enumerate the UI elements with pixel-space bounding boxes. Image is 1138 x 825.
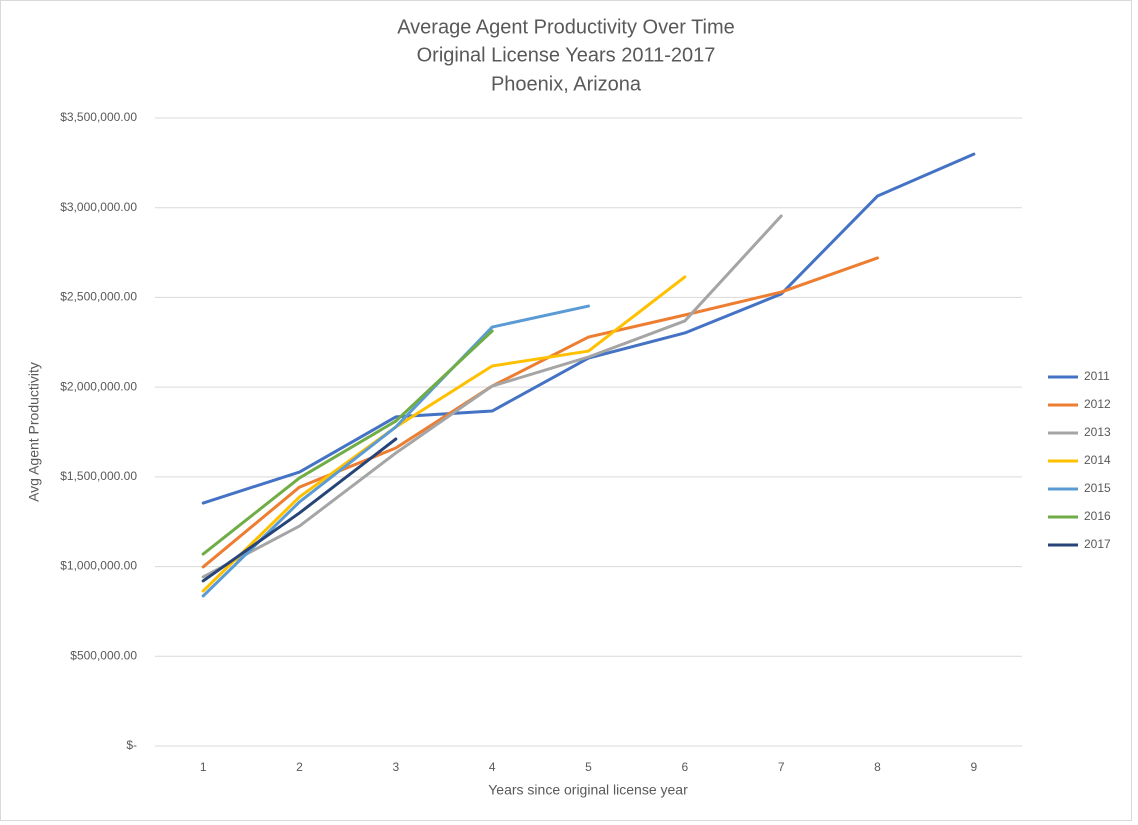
series-line xyxy=(201,329,494,556)
chart-title: Average Agent Productivity Over Time xyxy=(397,16,735,38)
x-tick-label: 2 xyxy=(296,760,303,774)
series-line xyxy=(201,256,879,569)
y-tick-label: $2,000,000.00 xyxy=(60,379,137,393)
series-line xyxy=(201,437,398,583)
chart-subtitle: Phoenix, Arizona xyxy=(491,73,642,95)
legend-label: 2017 xyxy=(1084,537,1111,551)
legend-label: 2012 xyxy=(1084,397,1111,411)
y-tick-label: $3,000,000.00 xyxy=(60,200,137,214)
x-tick-label: 1 xyxy=(200,760,207,774)
x-tick-label: 9 xyxy=(970,760,977,774)
series-line xyxy=(201,304,590,598)
y-tick-label: $- xyxy=(126,738,137,752)
x-tick-label: 3 xyxy=(392,760,399,774)
y-tick-label: $3,500,000.00 xyxy=(60,110,137,124)
legend-label: 2013 xyxy=(1084,425,1111,439)
x-tick-label: 5 xyxy=(585,760,592,774)
x-tick-label: 4 xyxy=(489,760,496,774)
legend-label: 2016 xyxy=(1084,509,1111,523)
series-line xyxy=(201,214,783,579)
x-tick-label: 6 xyxy=(681,760,688,774)
legend-label: 2014 xyxy=(1084,453,1111,467)
x-tick-label: 7 xyxy=(778,760,785,774)
series-line xyxy=(201,275,687,593)
x-axis-title: Years since original license year xyxy=(488,782,688,798)
chart-subtitle: Original License Years 2011-2017 xyxy=(417,44,716,66)
y-tick-label: $1,000,000.00 xyxy=(60,559,137,573)
y-tick-label: $1,500,000.00 xyxy=(60,469,137,483)
legend-label: 2011 xyxy=(1084,369,1110,383)
x-tick-label: 8 xyxy=(874,760,881,774)
legend-label: 2015 xyxy=(1084,481,1111,495)
y-axis-title: Avg Agent Productivity xyxy=(26,362,42,502)
y-tick-label: $500,000.00 xyxy=(70,648,137,662)
y-tick-label: $2,500,000.00 xyxy=(60,290,137,304)
